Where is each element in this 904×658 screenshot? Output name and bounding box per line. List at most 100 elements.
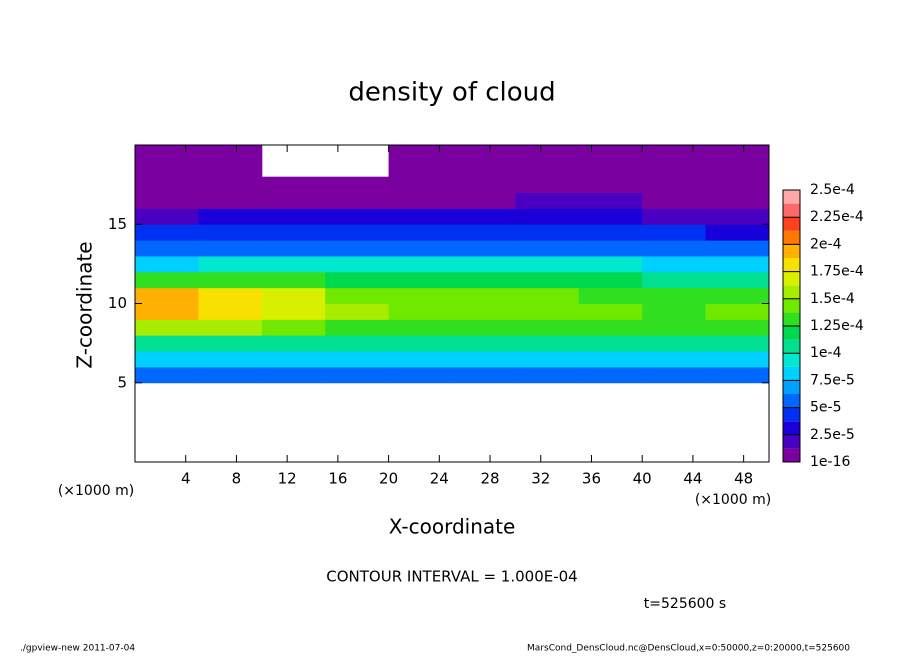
x-tick-label: 28	[480, 470, 499, 488]
field-cell	[705, 208, 770, 225]
x-tick-label: 16	[328, 470, 347, 488]
colorbar-band	[783, 298, 800, 313]
field-cell	[515, 176, 580, 194]
field-cell	[388, 208, 453, 225]
field-cell	[198, 208, 263, 225]
field-cell	[325, 176, 390, 194]
colorbar-band	[783, 407, 800, 422]
field-cell	[261, 271, 326, 289]
x-tick-label: 36	[582, 470, 601, 488]
footer-left: ./gpview-new 2011-07-04	[20, 644, 135, 654]
field-cell	[135, 335, 199, 352]
field-cell	[642, 208, 707, 225]
field-cell	[135, 208, 199, 225]
colorbar-band	[783, 380, 800, 394]
colorbar-band	[783, 434, 800, 449]
field-cell	[705, 335, 770, 352]
field-cell	[135, 176, 199, 194]
field-cell	[261, 319, 326, 336]
field-cell	[452, 224, 516, 241]
field-cell	[452, 240, 516, 257]
field-cell	[642, 335, 707, 352]
field-cell	[705, 145, 770, 162]
field-cell	[452, 255, 516, 273]
field-cell	[642, 176, 707, 194]
field-cell	[261, 176, 326, 194]
field-cell	[515, 240, 580, 257]
field-cell	[388, 160, 453, 178]
x-unit-left: (×1000 m)	[58, 483, 134, 499]
x-tick-label: 12	[278, 470, 297, 488]
field-cell	[388, 192, 453, 209]
x-unit-right: (×1000 m)	[695, 492, 771, 508]
field-cell	[325, 255, 390, 273]
field-cell	[452, 351, 516, 368]
field-cell	[325, 366, 390, 384]
field-cell	[705, 176, 770, 194]
field-cell	[642, 160, 707, 178]
time-note: t=525600 s	[644, 596, 726, 612]
field-cell	[452, 335, 516, 352]
field-cell	[578, 351, 643, 368]
field-cell	[198, 224, 263, 241]
field-cell	[705, 160, 770, 178]
x-tick-label: 4	[181, 470, 191, 488]
field-cell	[135, 351, 199, 368]
field-cell	[388, 366, 453, 384]
x-tick-label: 40	[633, 470, 652, 488]
field-cell	[515, 271, 580, 289]
field-cell	[515, 192, 580, 209]
colorbar-band	[783, 421, 800, 435]
field-cell	[261, 224, 326, 241]
field-cell	[261, 303, 326, 320]
field-cell	[261, 287, 326, 304]
colorbar-band	[783, 339, 800, 354]
colorbar-band	[783, 230, 800, 245]
field-cell	[388, 240, 453, 257]
field-cell	[325, 319, 390, 336]
field-cell	[198, 255, 263, 273]
field-cell	[325, 287, 390, 304]
field-cell	[198, 145, 263, 162]
field-cell	[705, 366, 770, 384]
field-cell	[515, 255, 580, 273]
field-cell	[642, 145, 707, 162]
contour-note: CONTOUR INTERVAL = 1.000E-04	[326, 568, 577, 586]
colorbar-band	[783, 326, 800, 340]
field-cell	[325, 351, 390, 368]
field-cell	[135, 271, 199, 289]
field-cell	[578, 176, 643, 194]
field-cell	[135, 366, 199, 384]
field-cell	[135, 319, 199, 336]
field-cell	[578, 271, 643, 289]
field-cell	[578, 335, 643, 352]
field-cell	[642, 366, 707, 384]
field-cell	[452, 287, 516, 304]
y-tick-label: 15	[108, 215, 127, 233]
field-cell	[388, 176, 453, 194]
x-tick-label: 48	[734, 470, 753, 488]
field-cell	[642, 271, 707, 289]
colorbar-tick-label: 2.5e-4	[810, 182, 855, 198]
field-cell	[261, 366, 326, 384]
y-axis-label: Z-coordinate	[73, 241, 97, 368]
field-cell	[515, 303, 580, 320]
field-cell	[515, 160, 580, 178]
field-cell	[578, 145, 643, 162]
field-cell	[388, 271, 453, 289]
field-cell	[198, 303, 263, 320]
field-cell	[705, 319, 770, 336]
y-tick-label: 5	[117, 373, 127, 391]
field-cell	[198, 351, 263, 368]
x-tick-label: 44	[683, 470, 702, 488]
field-cell	[388, 255, 453, 273]
field-cell	[705, 224, 770, 241]
field-cell	[578, 287, 643, 304]
field-cell	[452, 319, 516, 336]
field-cell	[452, 208, 516, 225]
field-cell	[325, 335, 390, 352]
field-cell	[452, 271, 516, 289]
field-cell	[388, 303, 453, 320]
colorbar-tick-label: 2.5e-5	[810, 427, 855, 443]
colorbar-band	[783, 394, 800, 408]
